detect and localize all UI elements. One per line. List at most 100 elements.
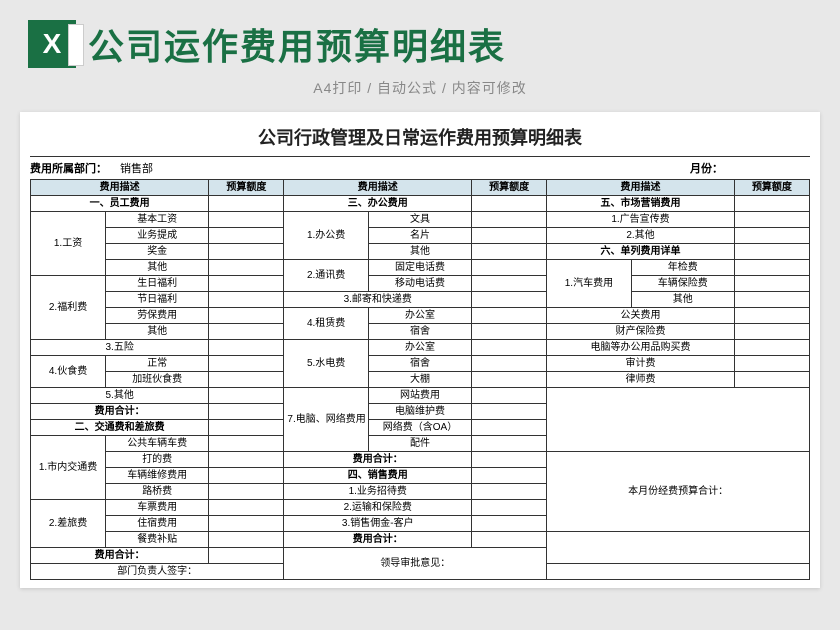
cell[interactable] — [209, 308, 284, 324]
r3-7a: 网站费用 — [368, 388, 471, 404]
cell[interactable] — [209, 356, 284, 372]
cell[interactable] — [209, 516, 284, 532]
r3-7b: 电脑维护费 — [368, 404, 471, 420]
cell[interactable] — [734, 196, 809, 212]
month-label: 月份： — [690, 160, 810, 176]
sign2: 领导审批意见： — [284, 548, 547, 580]
cell[interactable] — [209, 500, 284, 516]
cell[interactable] — [472, 420, 547, 436]
col-desc-2: 费用描述 — [284, 180, 472, 196]
cell[interactable] — [209, 196, 284, 212]
cell[interactable] — [472, 244, 547, 260]
r1-4b: 加班伙食费 — [106, 372, 209, 388]
r2-1b: 打的费 — [106, 452, 209, 468]
cell[interactable] — [472, 308, 547, 324]
cell[interactable] — [209, 420, 284, 436]
cell[interactable] — [209, 468, 284, 484]
cell[interactable] — [472, 532, 547, 548]
sec6: 六、单列费用详单 — [547, 244, 735, 260]
r3-2a: 固定电话费 — [368, 260, 471, 276]
r1-2c: 劳保费用 — [106, 308, 209, 324]
r2-2a: 车票费用 — [106, 500, 209, 516]
cell[interactable] — [734, 324, 809, 340]
cell[interactable] — [734, 292, 809, 308]
cell[interactable] — [209, 404, 284, 420]
subtotal-4: 费用合计： — [284, 532, 472, 548]
cell[interactable] — [472, 388, 547, 404]
cell[interactable] — [209, 212, 284, 228]
r2-2b: 住宿费用 — [106, 516, 209, 532]
cell[interactable] — [472, 196, 547, 212]
cell[interactable] — [209, 324, 284, 340]
cell[interactable] — [472, 260, 547, 276]
r6-1: 1.汽车费用 — [547, 260, 631, 308]
cell[interactable] — [472, 500, 547, 516]
cell[interactable] — [472, 484, 547, 500]
cell[interactable] — [209, 244, 284, 260]
cell[interactable] — [472, 356, 547, 372]
cell[interactable] — [734, 356, 809, 372]
cell[interactable] — [209, 388, 284, 404]
cell[interactable] — [472, 372, 547, 388]
cell[interactable] — [209, 276, 284, 292]
cell[interactable] — [734, 340, 809, 356]
r1-1d: 其他 — [106, 260, 209, 276]
main-title: 公司运作费用预算明细表 — [88, 18, 506, 70]
r3-2: 2.通讯费 — [284, 260, 368, 292]
cell[interactable] — [734, 212, 809, 228]
cell[interactable] — [209, 484, 284, 500]
cell[interactable] — [209, 532, 284, 548]
sign1: 部门负责人签字： — [31, 564, 284, 580]
cell[interactable] — [472, 228, 547, 244]
r3-3: 3.邮寄和快递费 — [284, 292, 472, 308]
cell[interactable] — [209, 228, 284, 244]
r3-5b: 宿舍 — [368, 356, 471, 372]
sec4: 四、销售费用 — [284, 468, 472, 484]
cell[interactable] — [734, 308, 809, 324]
cell[interactable] — [472, 468, 547, 484]
cell[interactable] — [734, 244, 809, 260]
cell[interactable] — [209, 548, 284, 564]
cell[interactable] — [209, 436, 284, 452]
r6-3: 财产保险费 — [547, 324, 735, 340]
cell[interactable] — [472, 404, 547, 420]
blank-sign[interactable] — [547, 564, 810, 580]
subtotal-2: 费用合计： — [31, 548, 209, 564]
cell[interactable] — [734, 276, 809, 292]
cell[interactable] — [734, 228, 809, 244]
cell[interactable] — [472, 276, 547, 292]
cell[interactable] — [734, 260, 809, 276]
r1-4a: 正常 — [106, 356, 209, 372]
cell[interactable] — [209, 452, 284, 468]
cell[interactable] — [472, 292, 547, 308]
cell[interactable] — [209, 340, 284, 356]
r1-5: 5.其他 — [31, 388, 209, 404]
cell[interactable] — [472, 436, 547, 452]
cell[interactable] — [472, 516, 547, 532]
page-header: 公司运作费用预算明细表 — [0, 0, 840, 74]
cell[interactable] — [472, 324, 547, 340]
header-row: 费用描述 预算额度 费用描述 预算额度 费用描述 预算额度 — [31, 180, 810, 196]
r1-1b: 业务提成 — [106, 228, 209, 244]
cell[interactable] — [209, 292, 284, 308]
col-amt-2: 预算额度 — [472, 180, 547, 196]
cell[interactable] — [472, 340, 547, 356]
r3-5c: 大棚 — [368, 372, 471, 388]
cell[interactable] — [209, 372, 284, 388]
cell[interactable] — [472, 212, 547, 228]
cell[interactable] — [734, 372, 809, 388]
sec1: 一、员工费用 — [31, 196, 209, 212]
r3-1b: 名片 — [368, 228, 471, 244]
sheet-title: 公司行政管理及日常运作费用预算明细表 — [30, 120, 810, 156]
r3-1c: 其他 — [368, 244, 471, 260]
r4-2: 2.运输和保险费 — [284, 500, 472, 516]
cell[interactable] — [472, 452, 547, 468]
dept-row: 费用所属部门： 销售部 月份： — [30, 156, 810, 179]
cell[interactable] — [209, 260, 284, 276]
blank-area — [547, 388, 810, 452]
dept-label: 费用所属部门： — [30, 160, 120, 176]
subtitle: A4打印 / 自动公式 / 内容可修改 — [0, 78, 840, 98]
r6-1c: 其他 — [631, 292, 734, 308]
r1-4: 4.伙食费 — [31, 356, 106, 388]
r2-1d: 路桥费 — [106, 484, 209, 500]
